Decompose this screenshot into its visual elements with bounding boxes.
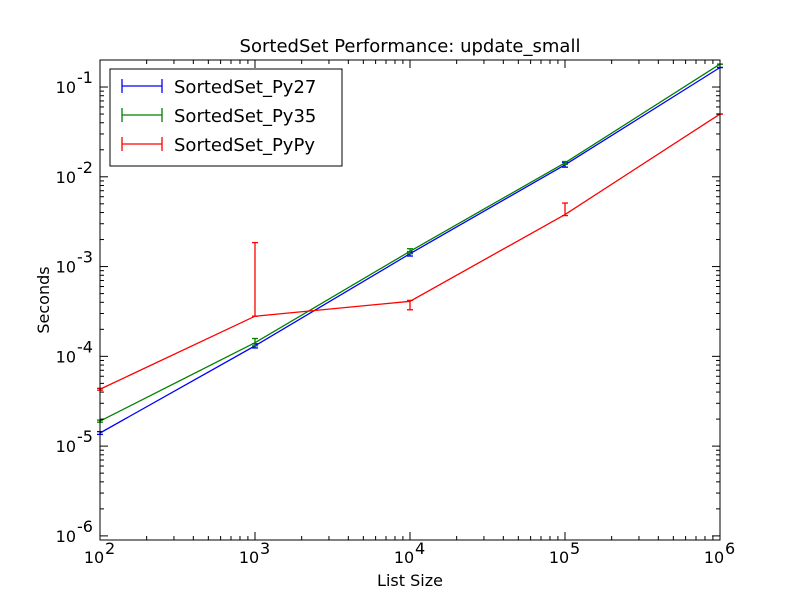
x-tick-exponent: 6 <box>725 539 735 558</box>
error-bar <box>252 241 258 317</box>
x-tick-label: 10 <box>704 548 724 567</box>
y-tick-label: 10 <box>56 527 76 546</box>
chart-title: SortedSet Performance: update_small <box>240 36 581 57</box>
y-tick-exponent: -4 <box>77 337 93 356</box>
legend-entry: SortedSet_PyPy <box>121 135 315 156</box>
x-tick-exponent: 3 <box>260 539 270 558</box>
x-tick-label: 10 <box>239 548 259 567</box>
legend-label: SortedSet_PyPy <box>174 135 315 156</box>
plot-frame <box>99 59 721 541</box>
legend-entry: SortedSet_Py35 <box>121 106 316 127</box>
y-tick-label: 10 <box>56 347 76 366</box>
legend-entry: SortedSet_Py27 <box>121 77 316 98</box>
x-axis-ticks: 10 2 10 3 10 4 10 5 10 6 <box>84 60 735 567</box>
legend: SortedSet_Py27 SortedSet_Py35 SortedSet_Py… <box>109 68 343 167</box>
y-tick-label: 10 <box>56 168 76 187</box>
x-tick-exponent: 4 <box>415 539 425 558</box>
legend-label: SortedSet_Py35 <box>174 106 316 127</box>
y-tick-exponent: -6 <box>77 517 93 536</box>
y-tick-exponent: -2 <box>77 158 93 177</box>
error-bar <box>562 160 568 165</box>
series-layer <box>97 63 723 436</box>
y-tick-exponent: -5 <box>77 427 93 446</box>
x-tick-label: 10 <box>394 548 414 567</box>
error-bar <box>407 248 413 255</box>
y-axis-ticks: 10-610-510-410-310-210-1 <box>56 68 720 546</box>
error-bar <box>562 202 568 217</box>
y-tick-label: 10 <box>56 78 76 97</box>
x-tick-label: 10 <box>84 548 104 567</box>
y-tick-exponent: -3 <box>77 248 93 267</box>
legend-label: SortedSet_Py27 <box>174 77 316 98</box>
x-tick-exponent: 5 <box>570 539 580 558</box>
legend-box <box>109 68 343 167</box>
x-tick-label: 10 <box>549 548 569 567</box>
error-bar <box>252 337 258 347</box>
y-tick-label: 10 <box>56 258 76 277</box>
error-bar <box>407 299 413 311</box>
y-tick-label: 10 <box>56 437 76 456</box>
x-axis-label: List Size <box>377 571 443 590</box>
x-tick-exponent: 2 <box>105 539 115 558</box>
y-axis-label: Seconds <box>34 266 53 333</box>
y-tick-exponent: -1 <box>77 68 93 87</box>
